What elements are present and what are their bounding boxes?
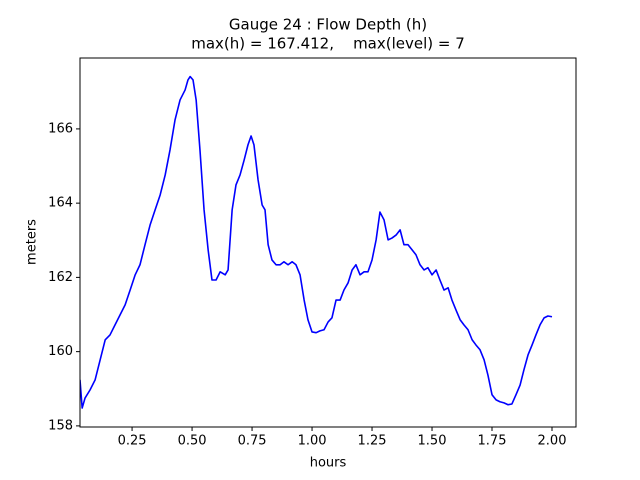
- x-tick-label: 1.00: [298, 434, 327, 449]
- chart-title: Gauge 24 : Flow Depth (h): [229, 16, 427, 34]
- y-tick-label: 158: [48, 418, 73, 433]
- y-tick-label: 166: [48, 121, 73, 136]
- x-tick-label: 2.00: [538, 434, 567, 449]
- x-tick-label: 0.25: [118, 434, 147, 449]
- x-tick-label: 0.50: [178, 434, 207, 449]
- x-tick-label: 1.50: [418, 434, 447, 449]
- plot-frame: [79, 57, 577, 428]
- y-axis-label: meters: [25, 219, 40, 265]
- x-tick-label: 0.75: [238, 434, 267, 449]
- y-tick-label: 160: [48, 344, 73, 359]
- y-tick-label: 162: [48, 270, 73, 285]
- x-axis-label: hours: [310, 456, 347, 471]
- data-line: [80, 75, 553, 409]
- y-tick-label: 164: [48, 196, 73, 211]
- chart-subtitle: max(h) = 167.412, max(level) = 7: [191, 35, 465, 53]
- x-tick-label: 1.75: [478, 434, 507, 449]
- x-tick-label: 1.25: [358, 434, 387, 449]
